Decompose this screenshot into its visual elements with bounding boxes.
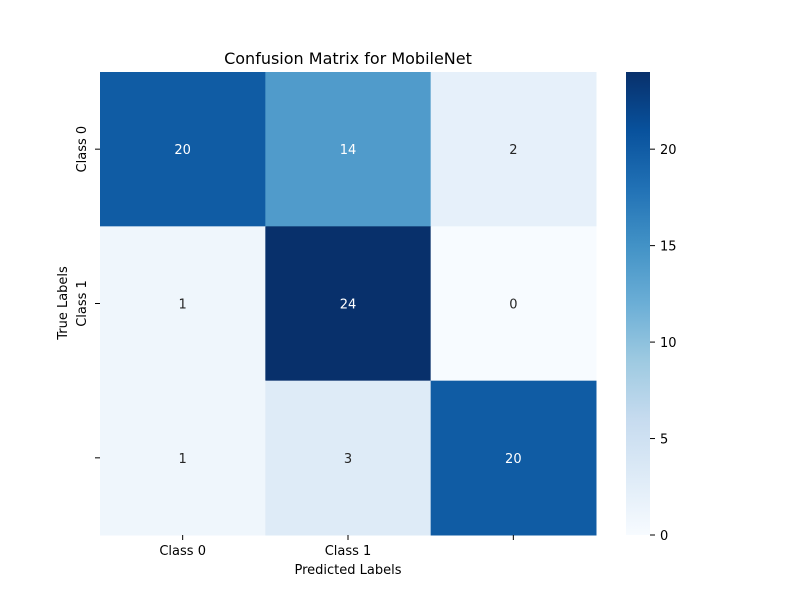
cell-value-label-r2-c1: 3 (344, 452, 352, 467)
heatmap-cell-r2-c2 (430, 380, 597, 536)
colorbar-tick-label: 5 (660, 433, 668, 448)
y-tick-label: Class 1 (75, 280, 90, 327)
x-tick-label: Class 0 (159, 544, 206, 559)
heatmap-cell-r1-c0 (100, 226, 266, 382)
x-tick-label: Class 1 (325, 544, 372, 559)
y-axis-label: True Labels (56, 266, 71, 341)
x-axis-label: Predicted Labels (294, 563, 401, 578)
heatmap-grid: 20 14 2 1 24 0 1 3 20 (100, 72, 597, 536)
cell-value-label-r0-c1: 14 (340, 143, 357, 158)
cell-value-label-r2-c2: 20 (505, 452, 522, 467)
cell-value-label-r2-c0: 1 (179, 452, 187, 467)
heatmap-cell-r0-c0 (100, 72, 266, 227)
cell-value-label-r0-c0: 20 (174, 143, 191, 158)
heatmap-cell-r1-c2 (430, 226, 597, 382)
chart-title: Confusion Matrix for MobileNet (224, 49, 472, 68)
x-axis-ticks: Class 0 Class 1 (159, 535, 514, 559)
heatmap-cell-r2-c0 (100, 380, 266, 536)
cell-value-label-r1-c1: 24 (340, 298, 357, 313)
colorbar-tick-label: 20 (660, 143, 677, 158)
cell-value-label-r1-c0: 1 (179, 298, 187, 313)
heatmap-cell-r2-c1 (265, 380, 432, 536)
colorbar-ticks: 0 5 10 15 20 (650, 143, 677, 544)
heatmap-cell-r0-c1 (265, 72, 432, 227)
y-axis-ticks: Class 0 Class 1 (75, 126, 100, 459)
colorbar (626, 72, 650, 535)
colorbar-tick-label: 0 (660, 529, 668, 544)
heatmap-cell-r0-c2 (430, 72, 597, 227)
heatmap-cell-r1-c1 (265, 226, 432, 382)
cell-value-label-r0-c2: 2 (509, 143, 517, 158)
colorbar-tick-label: 10 (660, 336, 677, 351)
cell-value-label-r1-c2: 0 (509, 298, 517, 313)
colorbar-tick-label: 15 (660, 240, 677, 255)
y-tick-label: Class 0 (75, 126, 90, 173)
